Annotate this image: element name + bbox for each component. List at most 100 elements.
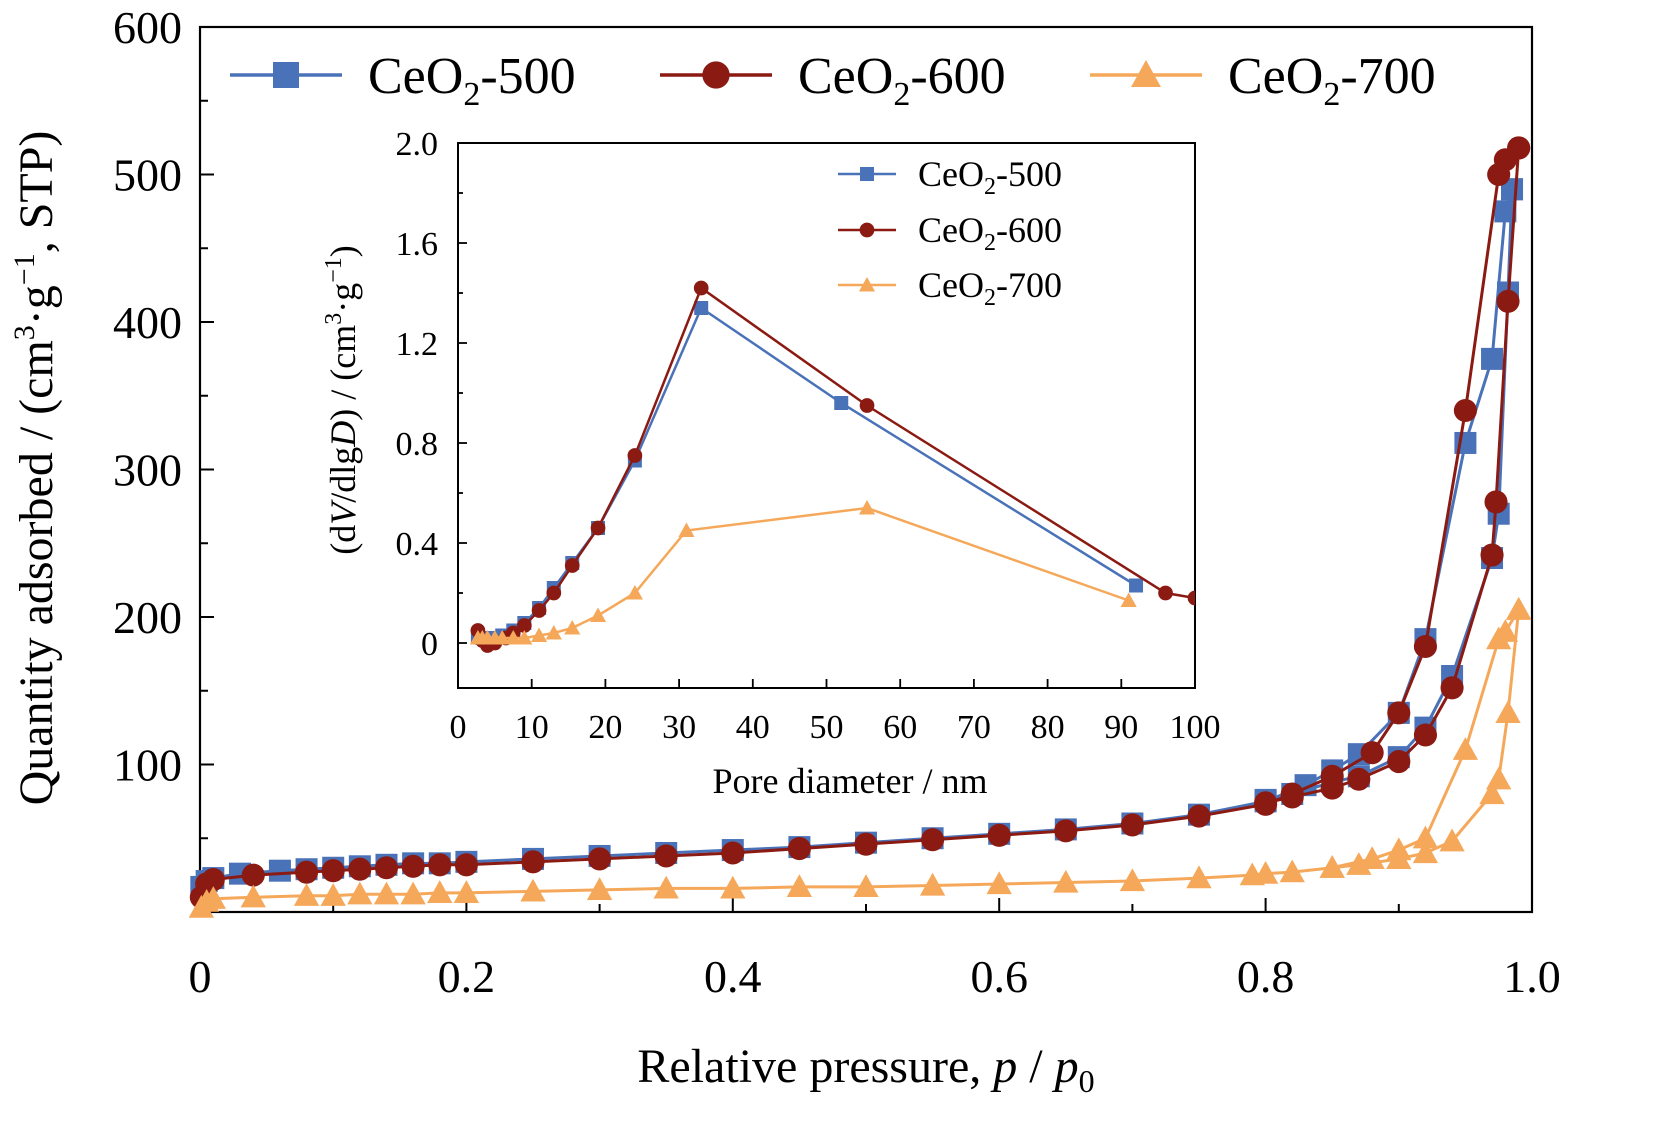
main-x-tick-label: 0: [189, 951, 212, 1002]
data-point: [520, 878, 546, 902]
data-point: [1386, 846, 1412, 870]
main-legend-item: CeO2-700: [1090, 48, 1436, 113]
main-x-tick-label: 0.8: [1237, 951, 1295, 1002]
data-point: [586, 877, 613, 900]
data-point: [919, 872, 946, 896]
data-point: [347, 881, 373, 905]
data-point: [1495, 700, 1521, 723]
data-point: [1120, 813, 1144, 837]
data-point: [721, 841, 745, 865]
data-point: [521, 850, 545, 874]
data-point: [1507, 136, 1531, 160]
data-point: [1439, 828, 1465, 852]
data-point: [401, 854, 425, 878]
data-point: [1053, 869, 1079, 893]
data-point: [1413, 634, 1437, 659]
main-series-CeO2-700: [188, 596, 1532, 918]
inset-plot: 0 10 20 30 40 50 60 70 80 90 100 0 0.4 0.8 1.2 1.6 2.0 Po…: [321, 126, 1221, 801]
main-x-axis-title: Relative pressure, p / p0: [637, 1040, 1094, 1099]
inset-data-point: [589, 607, 607, 622]
inset-data-point: [859, 398, 875, 413]
data-point: [786, 874, 813, 898]
data-point: [1484, 490, 1508, 514]
data-point: [1279, 859, 1305, 883]
main-legend-item: CeO2-500: [230, 48, 576, 113]
inset-data-point: [858, 499, 876, 515]
main-x-tick-label: 1.0: [1503, 951, 1561, 1002]
data-point: [1481, 347, 1504, 370]
inset-data-point: [516, 629, 533, 645]
main-x-tick-label: 0.6: [970, 951, 1028, 1002]
data-point: [374, 856, 399, 880]
inset-x-tick-label: 50: [810, 709, 844, 746]
inset-x-axis-title: Pore diameter / nm: [713, 761, 988, 801]
data-point: [321, 859, 345, 883]
data-point: [653, 875, 679, 899]
main-legend: CeO2-500 CeO2-600 CeO2-700: [230, 48, 1436, 113]
data-point: [720, 875, 746, 899]
inset-x-tick-label: 0: [450, 709, 467, 746]
data-point: [654, 844, 678, 868]
data-point: [1280, 785, 1304, 809]
main-y-tick-label: 600: [113, 2, 182, 53]
inset-y-tick-label: 1.6: [396, 226, 439, 263]
inset-y-tick-label: 1.2: [396, 326, 439, 363]
main-legend-item: CeO2-600: [660, 48, 1006, 113]
inset-y-axis-title: (dV/dlgD) / (cm3·g−1): [321, 245, 363, 555]
data-point: [854, 832, 878, 856]
inset-data-point: [1187, 590, 1195, 606]
data-point: [1492, 619, 1519, 642]
inset-x-ticks: 0 10 20 30 40 50 60 70 80 90 100: [450, 679, 1221, 746]
inset-data-point: [678, 522, 695, 537]
data-point: [1413, 723, 1437, 747]
data-point: [1496, 289, 1520, 313]
inset-x-tick-label: 100: [1170, 709, 1221, 746]
inset-legend-label: CeO2-700: [918, 265, 1062, 311]
legend-marker: [702, 61, 730, 89]
data-point: [1186, 865, 1212, 889]
inset-data-point: [834, 396, 849, 410]
legend-marker: [273, 62, 299, 88]
inset-data-point: [627, 448, 643, 463]
main-x-ticks: 0 0.2 0.4 0.6 0.8 1.0: [189, 898, 1561, 1002]
data-point: [1387, 701, 1411, 725]
inset-x-tick-label: 20: [588, 709, 622, 746]
main-y-ticks: 100 200 300 400 500 600: [113, 2, 214, 913]
data-point: [240, 884, 266, 908]
main-legend-label: CeO2-500: [368, 48, 576, 113]
data-point: [427, 880, 453, 903]
data-point: [1320, 776, 1344, 800]
main-series-CeO2-600: [189, 136, 1531, 909]
inset-y-tick-label: 2.0: [396, 126, 439, 163]
main-y-tick-label: 100: [113, 740, 182, 791]
data-point: [921, 828, 945, 852]
inset-data-point: [531, 627, 548, 642]
inset-x-tick-label: 30: [662, 709, 696, 746]
data-point: [1346, 852, 1372, 875]
inset-legend: CeO2-500 CeO2-600 CeO2-700: [838, 154, 1062, 311]
inset-data-point: [545, 624, 562, 640]
data-point: [320, 883, 346, 906]
main-y-tick-label: 200: [113, 592, 182, 643]
data-point: [373, 881, 400, 905]
data-point: [1387, 750, 1411, 774]
data-point: [1360, 741, 1384, 765]
data-point: [1119, 868, 1146, 892]
inset-legend-label: CeO2-600: [918, 210, 1062, 256]
inset-data-point: [694, 301, 709, 315]
main-y-tick-label: 500: [113, 150, 182, 201]
inset-legend-label: CeO2-500: [918, 154, 1062, 200]
inset-series-group: [469, 280, 1195, 653]
inset-data-point: [1120, 592, 1137, 607]
data-point: [987, 823, 1011, 847]
data-point: [1412, 825, 1439, 849]
inset-x-tick-label: 60: [883, 709, 917, 746]
main-x-tick-label: 0.2: [438, 951, 496, 1002]
main-legend-label: CeO2-700: [1228, 48, 1436, 113]
data-point: [454, 853, 478, 877]
inset-data-point: [564, 619, 581, 635]
inset-data-point: [516, 618, 532, 633]
data-point: [588, 847, 612, 871]
